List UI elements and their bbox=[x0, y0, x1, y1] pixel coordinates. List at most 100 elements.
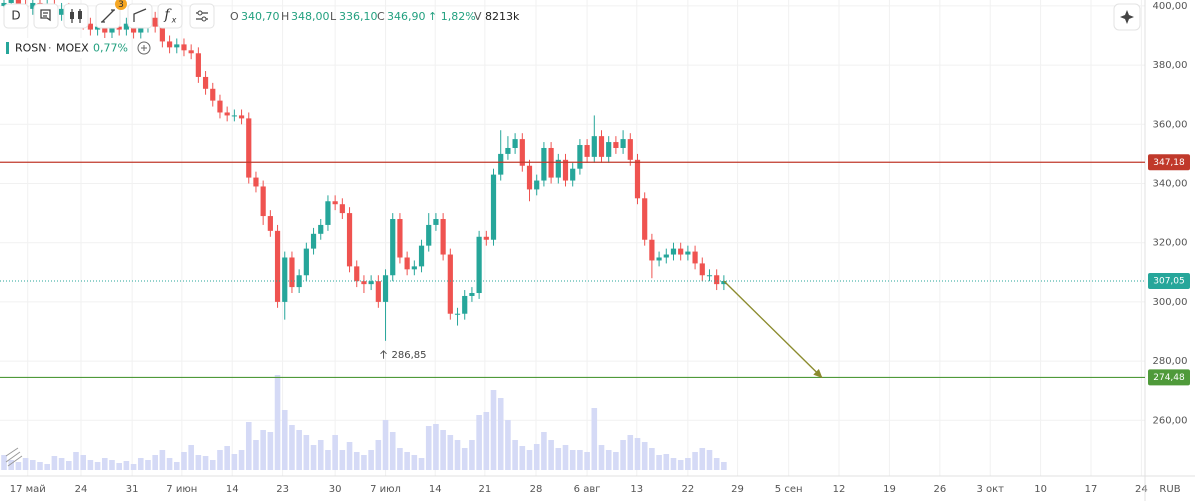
candle-body bbox=[512, 139, 518, 148]
volume-bar bbox=[181, 452, 187, 470]
symbol: ROSN bbox=[15, 42, 47, 55]
candle-body bbox=[555, 159, 561, 178]
volume-bar bbox=[253, 440, 259, 470]
volume-bar bbox=[245, 422, 252, 470]
price-tag-label: 274,48 bbox=[1153, 373, 1185, 383]
volume-bar bbox=[130, 464, 137, 470]
candle-body bbox=[217, 100, 223, 113]
candle-body bbox=[58, 8, 65, 15]
volume-bar bbox=[73, 452, 79, 470]
candle-body bbox=[462, 295, 468, 314]
annotation-label: 286,85 bbox=[392, 350, 427, 361]
volume-bar bbox=[217, 450, 223, 470]
volume-bar bbox=[260, 430, 266, 470]
price-tag-label: 307,05 bbox=[1153, 277, 1185, 287]
x-tick-label: 7 июл bbox=[370, 484, 401, 495]
volume-bar bbox=[195, 455, 202, 470]
interval: D bbox=[11, 9, 20, 23]
volume-bar bbox=[397, 448, 403, 470]
y-tick-label: 320,00 bbox=[1153, 238, 1188, 249]
ohlc-value: 348,00 bbox=[291, 10, 330, 23]
volume-bar bbox=[231, 454, 238, 470]
candle-body bbox=[246, 118, 252, 178]
candle-body bbox=[174, 44, 180, 48]
candle-body bbox=[577, 145, 583, 169]
candle-body bbox=[440, 219, 446, 255]
symbol-change: 0,77% bbox=[93, 42, 128, 55]
settings-icon bbox=[197, 10, 203, 16]
volume-bar bbox=[685, 458, 691, 470]
volume-bar bbox=[224, 446, 230, 470]
volume-bar bbox=[649, 448, 655, 470]
candle-body bbox=[195, 53, 201, 77]
candle-body bbox=[282, 257, 288, 302]
volume-bar bbox=[317, 440, 324, 470]
volume-bar bbox=[188, 445, 194, 470]
x-tick-label: 31 bbox=[126, 484, 139, 495]
candle-body bbox=[721, 281, 727, 285]
drawing-icon bbox=[101, 9, 115, 23]
x-tick-label: 19 bbox=[883, 484, 896, 495]
candle-body bbox=[397, 219, 403, 258]
ruler-button[interactable] bbox=[127, 3, 153, 29]
candle-body bbox=[102, 26, 108, 33]
volume-bar bbox=[569, 450, 576, 470]
candle-body bbox=[375, 281, 381, 302]
ohlc-key: L bbox=[330, 10, 337, 23]
volume-bar bbox=[497, 398, 504, 470]
candle-body bbox=[469, 293, 475, 296]
candle-body bbox=[534, 180, 540, 190]
volume-bar bbox=[548, 440, 554, 470]
volume-bar bbox=[152, 455, 158, 470]
y-tick-label: 300,00 bbox=[1153, 297, 1188, 308]
volume-bar bbox=[389, 432, 396, 470]
volume-bar bbox=[44, 464, 50, 470]
x-tick-label: 17 май bbox=[10, 484, 46, 495]
volume-bar bbox=[533, 444, 540, 470]
volume-bar bbox=[382, 420, 389, 470]
legend-marker bbox=[6, 42, 9, 54]
x-tick-label: 14 bbox=[226, 484, 239, 495]
candle-body bbox=[526, 165, 533, 190]
settings-button[interactable] bbox=[189, 3, 215, 29]
x-tick-label: 6 авг bbox=[574, 484, 601, 495]
interval-button[interactable] bbox=[3, 3, 29, 29]
add-symbol-icon bbox=[141, 45, 147, 51]
volume-bar bbox=[94, 462, 101, 470]
volume-bar bbox=[29, 460, 36, 470]
candle-body bbox=[325, 201, 331, 225]
ohlc-value: 340,70 bbox=[241, 10, 280, 23]
candle-body bbox=[490, 174, 497, 240]
candle-body bbox=[433, 219, 439, 225]
candle-body bbox=[87, 23, 93, 30]
volume-bar bbox=[634, 438, 641, 470]
candle-body bbox=[231, 115, 237, 117]
volume-bar bbox=[202, 456, 209, 470]
volume-bar bbox=[339, 450, 346, 470]
candle-body bbox=[8, 0, 14, 3]
chart-type-button[interactable] bbox=[63, 3, 89, 29]
volume-bar bbox=[677, 460, 684, 470]
x-tick-label: 7 июн bbox=[166, 484, 197, 495]
volume-bar bbox=[433, 424, 439, 470]
candle-body bbox=[138, 26, 144, 33]
volume-bar bbox=[346, 442, 353, 470]
y-tick-label: 280,00 bbox=[1153, 356, 1188, 367]
candle-body bbox=[318, 224, 324, 234]
ruler-icon bbox=[133, 8, 147, 22]
x-tick-label: 12 bbox=[833, 484, 846, 495]
x-tick-label: 17 bbox=[1085, 484, 1098, 495]
volume-bar bbox=[325, 450, 331, 470]
badge-count: 3 bbox=[118, 0, 124, 10]
volume-bar bbox=[353, 452, 360, 470]
volume-bar bbox=[1, 455, 7, 470]
volume-bar bbox=[173, 462, 180, 470]
volume-bar bbox=[123, 461, 130, 470]
x-tick-label: 22 bbox=[682, 484, 695, 495]
candle-body bbox=[642, 198, 648, 240]
legend-box[interactable] bbox=[2, 38, 130, 58]
volume-bar bbox=[101, 458, 108, 470]
indicators-button[interactable] bbox=[157, 3, 183, 29]
candle-body bbox=[426, 224, 432, 246]
